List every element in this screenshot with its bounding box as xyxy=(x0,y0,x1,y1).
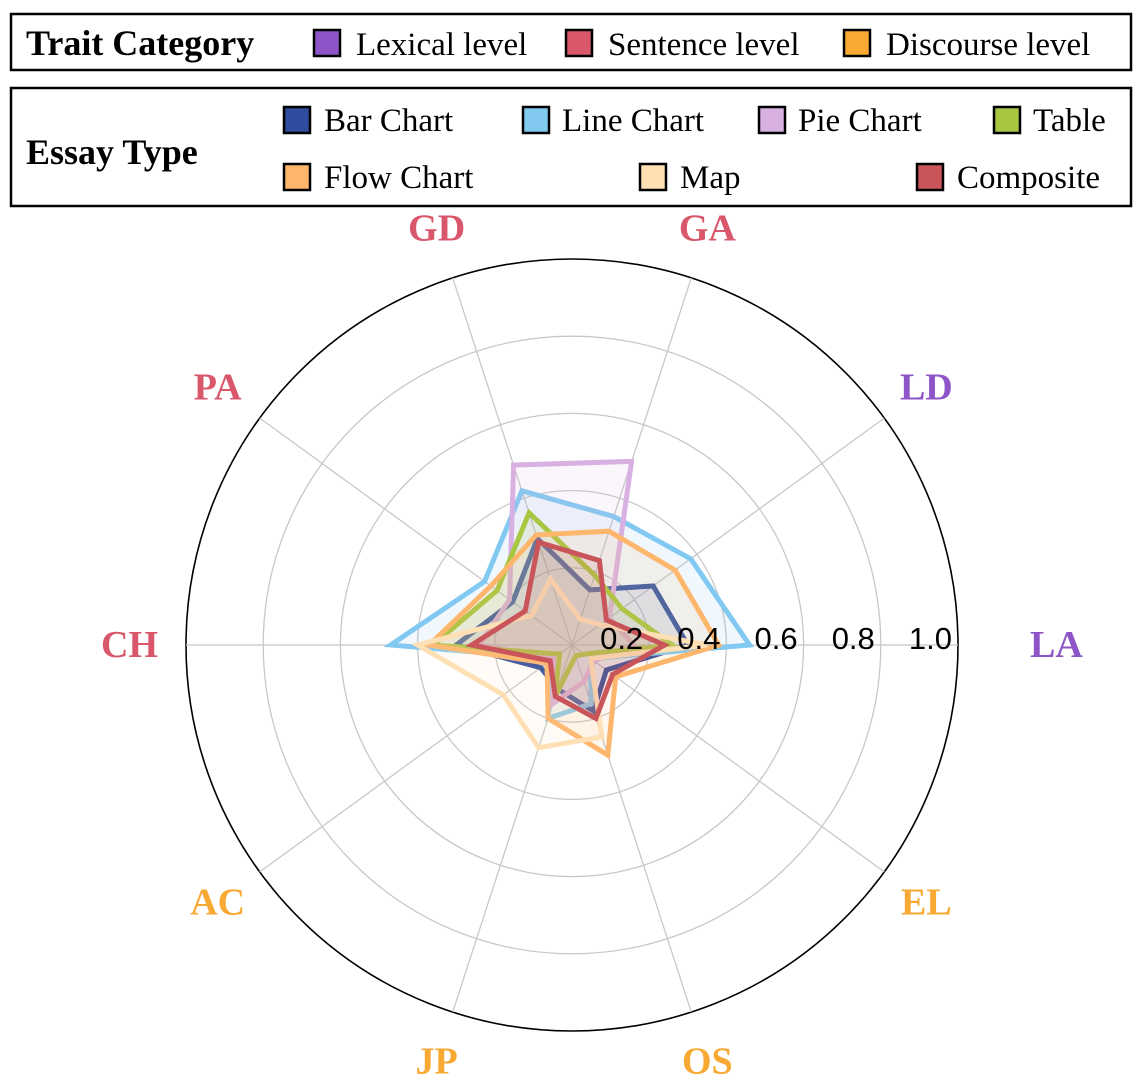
spoke-el xyxy=(571,644,885,873)
type-swatch-4 xyxy=(282,162,312,192)
type-swatch-2 xyxy=(757,105,787,135)
trait-label-1: Sentence level xyxy=(608,27,800,63)
trait-label-2: Discourse level xyxy=(886,27,1090,63)
axis-label-pa: PA xyxy=(194,367,242,409)
trait-swatch-0 xyxy=(312,28,342,58)
type-label-0: Bar Chart xyxy=(324,103,453,139)
axis-label-gd: GD xyxy=(408,207,465,249)
type-label-6: Composite xyxy=(957,160,1100,196)
tick-label-1: 0.4 xyxy=(677,621,720,656)
axis-label-ga: GA xyxy=(679,207,737,249)
axis-label-la: LA xyxy=(1030,624,1083,666)
axis-label-ld: LD xyxy=(900,367,953,409)
type-label-4: Flow Chart xyxy=(324,160,473,196)
trait-label-0: Lexical level xyxy=(356,27,527,63)
spoke-pa xyxy=(259,417,573,646)
series-layer xyxy=(383,458,755,760)
spoke-os xyxy=(571,644,692,1013)
type-label-2: Pie Chart xyxy=(798,103,922,139)
radar-grid xyxy=(185,258,959,1032)
tick-label-2: 0.6 xyxy=(754,621,797,656)
type-swatch-3 xyxy=(992,105,1022,135)
type-swatch-1 xyxy=(521,105,551,135)
series-composite xyxy=(465,539,671,722)
type-swatch-5 xyxy=(638,162,668,192)
type-legend-title: Essay Type xyxy=(26,132,198,172)
spoke-ac xyxy=(259,644,573,873)
type-legend-frame xyxy=(9,86,1133,208)
type-label-1: Line Chart xyxy=(562,103,704,139)
type-label-5: Map xyxy=(680,160,741,196)
trait-category-legend: Trait Category Lexical level Sentence lev… xyxy=(9,12,1133,72)
axis-label-os: OS xyxy=(682,1041,733,1080)
type-label-3: Table xyxy=(1033,103,1106,139)
series-flow-chart xyxy=(423,528,723,760)
tick-label-4: 1.0 xyxy=(909,621,952,656)
type-swatch-0 xyxy=(282,105,312,135)
type-swatch-6 xyxy=(915,162,945,192)
axis-label-ch: CH xyxy=(101,624,158,666)
essay-type-legend: Essay Type Bar Chart Line Chart Pie Chart T… xyxy=(9,86,1133,208)
trait-legend-title: Trait Category xyxy=(26,23,254,63)
trait-swatch-2 xyxy=(842,28,872,58)
axis-label-ac: AC xyxy=(190,881,245,923)
axis-labels: LA LD GA GD PA CH AC JP OS EL xyxy=(101,207,1083,1080)
tick-label-0: 0.2 xyxy=(600,621,643,656)
axis-label-el: EL xyxy=(901,881,952,923)
tick-label-3: 0.8 xyxy=(832,621,875,656)
trait-swatch-1 xyxy=(564,28,594,58)
axis-label-jp: JP xyxy=(416,1041,458,1080)
radial-ticks: 0.2 0.4 0.6 0.8 1.0 xyxy=(600,621,952,656)
